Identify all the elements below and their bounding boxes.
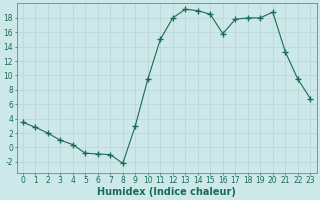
X-axis label: Humidex (Indice chaleur): Humidex (Indice chaleur) (97, 187, 236, 197)
